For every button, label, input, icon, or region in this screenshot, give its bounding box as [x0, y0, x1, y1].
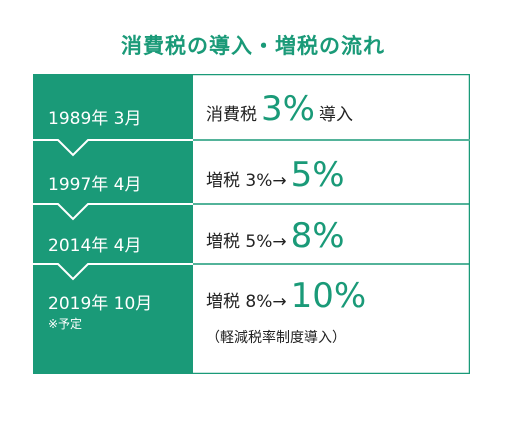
row-separator-2-notch [33, 203, 193, 221]
event-rate-highlight: 8% [290, 216, 345, 256]
timeline-frame [33, 74, 470, 374]
timeline: 1989年 3月 消費税 3% 導入 1997年 4月 増税 3%→ 5% 20… [33, 74, 470, 374]
event-prefix: 消費税 [206, 105, 257, 125]
event-desc-2019: 増税 8%→ 10% [206, 279, 370, 313]
event-desc-1997: 増税 3%→ 5% [206, 158, 349, 192]
event-prefix: 増税 5%→ [206, 232, 287, 252]
event-note-planned: ※予定 [48, 317, 83, 331]
date-column [33, 74, 193, 374]
event-suffix: 導入 [318, 105, 353, 125]
event-rate-highlight: 10% [290, 276, 367, 316]
event-rate-highlight: 5% [290, 155, 345, 195]
row-separator-3-notch [33, 263, 193, 281]
event-rate-highlight: 3% [261, 89, 315, 129]
event-date-1997: 1997年 4月 [48, 175, 142, 195]
event-prefix: 増税 8%→ [206, 292, 287, 312]
diagram-title: 消費税の導入・増税の流れ [121, 34, 385, 58]
event-date-1989: 1989年 3月 [48, 109, 142, 129]
table-border [33, 74, 470, 374]
event-date-2014: 2014年 4月 [48, 236, 142, 256]
event-desc-1989: 消費税 3% 導入 [206, 92, 353, 126]
event-sub-reduced-rate: （軽減税率制度導入） [206, 330, 346, 346]
event-desc-2014: 増税 5%→ 8% [206, 219, 349, 253]
event-date-2019: 2019年 10月 [48, 294, 153, 314]
event-prefix: 増税 3%→ [206, 171, 287, 191]
